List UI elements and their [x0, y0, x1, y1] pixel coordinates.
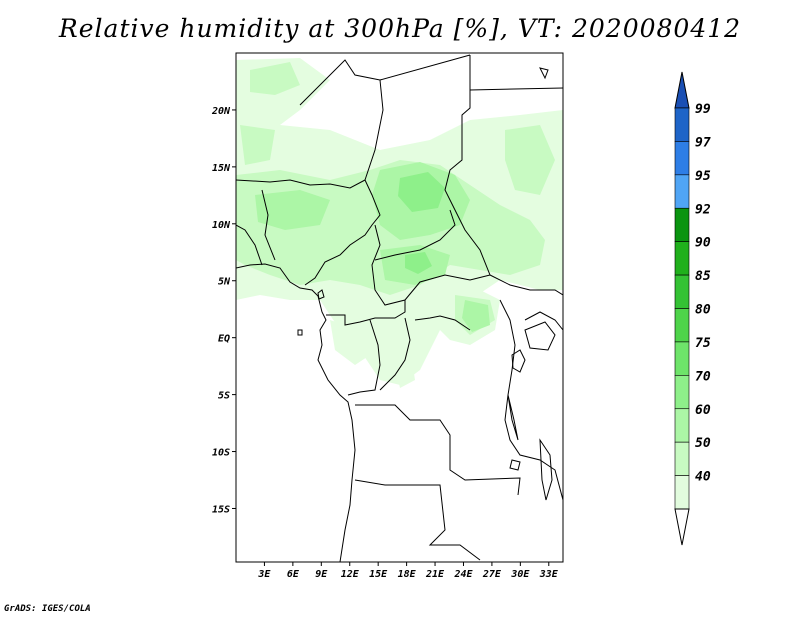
colorbar-label: 50	[695, 436, 711, 451]
lon-tick-label: 12E	[341, 569, 360, 580]
colorbar-box	[674, 241, 690, 276]
lat-tick-label: 15S	[212, 504, 230, 515]
humidity-region	[255, 190, 330, 230]
lon-tick-label: 24E	[453, 569, 473, 580]
map-outlines	[236, 54, 563, 562]
country-border	[499, 299, 563, 501]
colorbar-box	[674, 174, 690, 209]
grads-credit: GrADS: IGES/COLA	[4, 604, 91, 614]
country-border	[364, 54, 471, 181]
colorbar-box	[674, 274, 690, 309]
lon-tick-label: 3E	[257, 569, 271, 580]
colorbar-label: 99	[695, 102, 711, 117]
colorbar-box	[674, 375, 690, 410]
colorbar-box	[674, 308, 690, 343]
lon-tick-label: 6E	[287, 569, 300, 580]
lon-tick-label: 18E	[398, 569, 417, 580]
lake-outline	[507, 394, 519, 441]
island-outline	[317, 289, 325, 300]
humidity-region	[405, 252, 432, 274]
colorbar-label: 75	[695, 336, 711, 351]
country-border	[524, 311, 563, 331]
colorbar-label: 97	[695, 135, 711, 150]
longitude-axis: 3E 6E 9E 12E 15E 18E 21E 24E 27E 30E 33E	[257, 562, 559, 580]
lon-tick-label: 9E	[315, 569, 328, 580]
island-outline	[539, 67, 549, 80]
colorbar-box	[674, 207, 690, 242]
colorbar-box	[674, 441, 690, 476]
map-frame	[235, 52, 564, 563]
humidity-region	[240, 125, 275, 165]
lon-tick-label: 27E	[482, 569, 502, 580]
colorbar-top-arrow	[674, 71, 690, 109]
lat-tick-label: EQ	[218, 334, 230, 345]
lat-tick-label: 10N	[212, 220, 231, 231]
country-border	[374, 209, 456, 261]
country-border	[347, 319, 381, 396]
country-border	[379, 317, 411, 391]
lon-tick-label: 30E	[510, 569, 530, 580]
colorbar-box	[674, 408, 690, 443]
country-border	[299, 59, 381, 106]
country-border	[326, 300, 406, 326]
country-border	[469, 87, 563, 91]
country-border	[355, 404, 521, 496]
colorbar: 99 97 95 92 90 85 80 75 70 60 50 40	[674, 71, 711, 546]
colorbar-box	[674, 107, 690, 142]
humidity-region	[250, 62, 300, 95]
country-border	[236, 179, 381, 286]
humidity-region	[505, 125, 555, 195]
lat-tick-label: 20N	[211, 106, 231, 117]
colorbar-label: 80	[695, 303, 711, 318]
lake-outline	[511, 349, 526, 373]
lake-outline	[524, 321, 556, 351]
lon-tick-label: 15E	[369, 569, 388, 580]
colorbar-box	[674, 475, 690, 510]
humidity-shading	[236, 58, 563, 388]
colorbar-label: 40	[695, 470, 711, 485]
map-title: Relative humidity at 300hPa [%], VT: 202…	[58, 14, 742, 43]
lake-outline	[509, 459, 521, 471]
colorbar-label: 85	[695, 269, 711, 284]
river-outline	[414, 315, 471, 331]
lon-tick-label: 33E	[539, 569, 559, 580]
colorbar-label: 92	[695, 202, 711, 217]
lake-outline	[539, 438, 553, 501]
lon-tick-label: 21E	[425, 569, 445, 580]
country-border	[236, 224, 263, 266]
country-border	[489, 274, 563, 296]
coastline	[236, 263, 356, 562]
lat-tick-label: 5N	[218, 277, 231, 288]
colorbar-bottom-arrow	[674, 508, 690, 546]
colorbar-label: 95	[695, 169, 711, 184]
island-outline	[297, 329, 303, 336]
colorbar-label: 60	[695, 403, 711, 418]
lat-tick-label: 10S	[212, 448, 230, 459]
lat-tick-label: 5S	[218, 391, 230, 402]
lat-tick-label: 15N	[212, 163, 231, 174]
colorbar-box	[674, 341, 690, 376]
country-border	[354, 479, 481, 561]
humidity-region	[398, 172, 445, 212]
country-border	[261, 189, 276, 261]
colorbar-label: 70	[695, 369, 711, 384]
colorbar-box	[674, 141, 690, 176]
colorbar-label: 90	[695, 236, 711, 251]
humidity-region	[462, 300, 490, 332]
humidity-region	[330, 320, 370, 365]
latitude-axis: 20N 15N 10N 5N EQ 5S 10S 15S	[211, 106, 236, 515]
